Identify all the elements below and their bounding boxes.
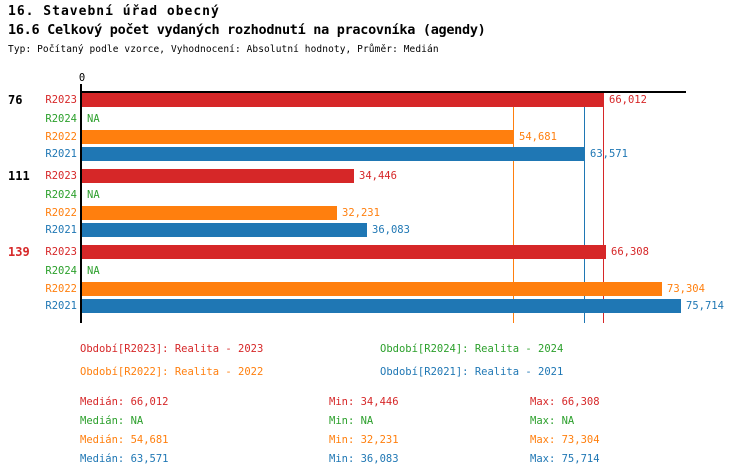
bar-value-label-na: NA [87, 189, 100, 201]
bar-value-label: 73,304 [667, 283, 705, 295]
series-label-r2023: R2023 [45, 170, 77, 182]
series-label-r2024: R2024 [45, 265, 77, 277]
stats-row-r2024: Medián: NA Min: NA Max: NA [80, 415, 600, 434]
series-label-r2022: R2022 [45, 131, 77, 143]
bar-value-label-na: NA [87, 265, 100, 277]
bar-r2022 [82, 206, 337, 220]
stat-min: Min: 34,446 [329, 396, 399, 408]
bar-value-label: 36,083 [372, 224, 410, 236]
legend-item-r2021: Období[R2021]: Realita - 2021 [380, 366, 564, 378]
stat-median: Medián: NA [80, 415, 144, 427]
bar-r2022 [82, 282, 662, 296]
series-label-r2024: R2024 [45, 113, 77, 125]
series-label-r2021: R2021 [45, 148, 77, 160]
bar-r2023 [82, 245, 606, 259]
x-axis-origin-label: 0 [78, 72, 86, 84]
bar-value-label: 66,308 [611, 246, 649, 258]
series-label-r2022: R2022 [45, 207, 77, 219]
median-line-r2022 [513, 92, 514, 323]
bar-value-label: 34,446 [359, 170, 397, 182]
stat-median: Medián: 66,012 [80, 396, 169, 408]
legend-item-r2023: Období[R2023]: Realita - 2023 [80, 343, 264, 355]
chart-legend: Období[R2023]: Realita - 2023 Období[R20… [80, 343, 563, 379]
bar-r2023 [82, 169, 354, 183]
bar-r2021 [82, 147, 585, 161]
legend-item-r2022: Období[R2022]: Realita - 2022 [80, 366, 264, 378]
group-label-111: 111 [8, 169, 30, 183]
bar-r2022 [82, 130, 514, 144]
bar-chart: 0 76 R2023 66,012 R2024 NA R2022 54,681 R2021 63… [8, 72, 724, 323]
series-label-r2021: R2021 [45, 224, 77, 236]
series-label-r2022: R2022 [45, 283, 77, 295]
stats-table: Medián: 66,012 Min: 34,446 Max: 66,308 M… [80, 396, 600, 472]
legend-item-r2024: Období[R2024]: Realita - 2024 [380, 343, 564, 355]
bar-r2023 [82, 93, 604, 107]
bar-value-label: 63,571 [590, 148, 628, 160]
stats-row-r2021: Medián: 63,571 Min: 36,083 Max: 75,714 [80, 453, 600, 472]
stat-median: Medián: 63,571 [80, 453, 169, 465]
median-line-r2021 [584, 92, 585, 323]
stat-max: Max: 75,714 [530, 453, 600, 465]
median-line-r2023 [603, 92, 604, 323]
bar-value-label: 32,231 [342, 207, 380, 219]
series-label-r2023: R2023 [45, 246, 77, 258]
bar-value-label: 66,012 [609, 94, 647, 106]
group-label-139: 139 [8, 245, 30, 259]
series-label-r2024: R2024 [45, 189, 77, 201]
stat-min: Min: NA [329, 415, 374, 427]
stats-row-r2023: Medián: 66,012 Min: 34,446 Max: 66,308 [80, 396, 600, 415]
page-subtitle: 16.6 Celkový počet vydaných rozhodnutí n… [8, 22, 486, 38]
bar-value-label-na: NA [87, 113, 100, 125]
x-axis-tick [80, 84, 82, 91]
series-label-r2023: R2023 [45, 94, 77, 106]
page-title: 16. Stavební úřad obecný [8, 4, 220, 19]
stat-min: Min: 36,083 [329, 453, 399, 465]
series-label-r2021: R2021 [45, 300, 77, 312]
bar-value-label: 75,714 [686, 300, 724, 312]
group-label-76: 76 [8, 93, 23, 107]
bar-value-label: 54,681 [519, 131, 557, 143]
stat-max: Max: 66,308 [530, 396, 600, 408]
stat-min: Min: 32,231 [329, 434, 399, 446]
page-meta: Typ: Počítaný podle vzorce, Vyhodnocení:… [8, 44, 439, 55]
y-axis-line [80, 91, 82, 323]
stat-max: Max: NA [530, 415, 575, 427]
stat-median: Medián: 54,681 [80, 434, 169, 446]
bar-r2021 [82, 299, 681, 313]
x-axis-line [81, 91, 686, 93]
bar-r2021 [82, 223, 367, 237]
stat-max: Max: 73,304 [530, 434, 600, 446]
stats-row-r2022: Medián: 54,681 Min: 32,231 Max: 73,304 [80, 434, 600, 453]
